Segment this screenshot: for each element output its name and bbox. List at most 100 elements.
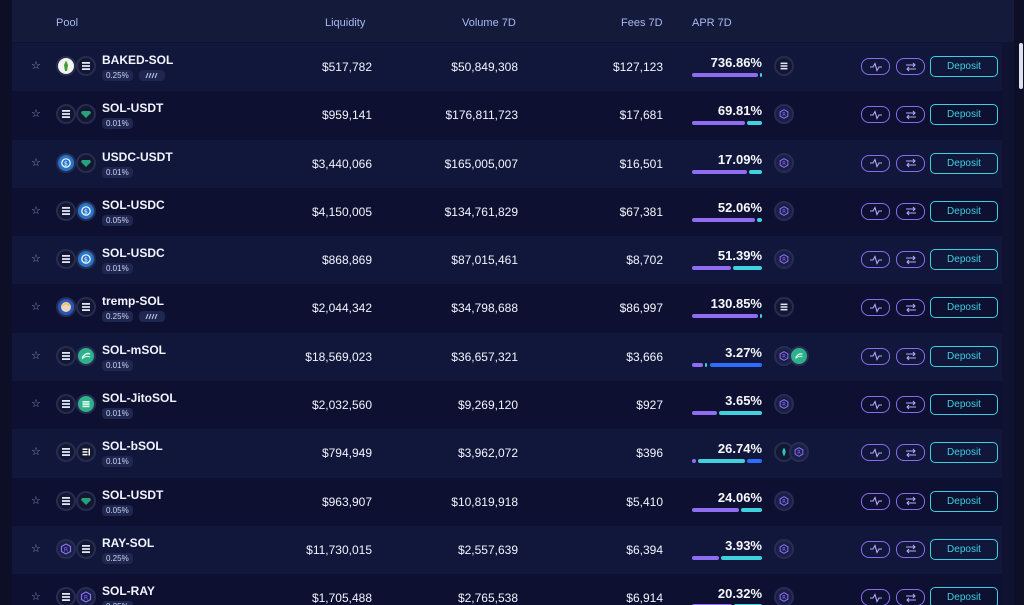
svg-text:R: R	[782, 547, 786, 553]
volume-value: $134,761,829	[444, 204, 518, 219]
apr-breakdown-bar	[692, 459, 762, 464]
star-icon[interactable]: ☆	[31, 156, 41, 169]
header-volume[interactable]: Volume 7D	[462, 17, 516, 29]
swap-button[interactable]	[896, 58, 925, 75]
swap-button[interactable]	[896, 106, 925, 124]
apr-segment	[692, 555, 720, 560]
chart-button[interactable]	[861, 540, 890, 558]
deposit-button[interactable]: Deposit	[930, 442, 998, 464]
chart-button[interactable]	[861, 202, 890, 220]
pool-name: USDC-USDT	[102, 149, 173, 164]
swap-button[interactable]	[896, 492, 925, 510]
deposit-button[interactable]: Deposit	[930, 394, 998, 416]
star-icon[interactable]: ☆	[31, 349, 41, 362]
volume-value: $176,811,723	[445, 108, 518, 123]
volume-value: $50,849,308	[451, 60, 518, 74]
chart-button[interactable]	[861, 347, 890, 365]
volume-value: $2,765,538	[457, 591, 518, 605]
ray-icon: R	[789, 442, 809, 463]
deposit-button[interactable]: Deposit	[930, 538, 998, 560]
chart-button[interactable]	[861, 589, 890, 605]
star-icon[interactable]: ☆	[31, 253, 41, 266]
liquidity-value: $963,907	[321, 494, 372, 509]
table-row[interactable]: ☆ R RAY-SOL 0.25% $11,730,015 $2,557,639 $6,39…	[12, 525, 1002, 575]
star-icon[interactable]: ☆	[31, 204, 41, 217]
deposit-button[interactable]: Deposit	[930, 200, 998, 222]
swap-button[interactable]	[896, 299, 925, 317]
liquidity-value: $3,440,066	[311, 156, 372, 171]
star-icon[interactable]: ☆	[31, 60, 41, 72]
deposit-button[interactable]: Deposit	[930, 56, 998, 77]
table-row[interactable]: ☆ SOL-USDT 0.05% $963,907 $10,819,918 $5,410 2…	[12, 477, 1002, 526]
table-row[interactable]: ☆ $ SOL-USDC 0.01% $868,869 $87,015,461 $8,702…	[12, 236, 1002, 285]
deposit-button[interactable]: Deposit	[930, 249, 998, 271]
chart-button[interactable]	[861, 444, 890, 462]
table-row[interactable]: ☆ SOL-USDT 0.01% $959,141 $176,811,723 $17,68…	[12, 91, 1002, 140]
header-pool[interactable]: Pool	[56, 17, 79, 29]
deposit-button[interactable]: Deposit	[930, 587, 998, 605]
scrollbar[interactable]	[1019, 43, 1023, 89]
chart-button[interactable]	[861, 58, 890, 75]
deposit-button[interactable]: Deposit	[930, 104, 998, 126]
table-row[interactable]: ☆ BAKED-SOL 0.25% $517,782 $50,849,308 $127,1…	[12, 43, 1002, 92]
header-liquidity[interactable]: Liquidity	[325, 17, 366, 29]
svg-text:$: $	[84, 256, 88, 264]
header-apr[interactable]: APR 7D	[692, 17, 732, 29]
swap-button[interactable]	[896, 251, 925, 269]
deposit-button[interactable]: Deposit	[930, 345, 998, 367]
deposit-button[interactable]: Deposit	[930, 152, 998, 174]
svg-text:R: R	[64, 546, 68, 553]
chart-button[interactable]	[861, 106, 890, 124]
swap-button[interactable]	[896, 540, 925, 558]
fees-value: $127,123	[612, 60, 663, 74]
ray-icon: R	[774, 200, 794, 221]
table-row[interactable]: ☆ R SOL-RAY 0.25% $1,705,488 $2,765,538 $6,914…	[12, 574, 1002, 605]
chart-button[interactable]	[861, 492, 890, 510]
table-row[interactable]: ☆ SOL-bSOL 0.01% $794,949 $3,962,072 $396 26.7…	[12, 429, 1002, 478]
msol-icon	[789, 345, 809, 366]
liquidity-value: $959,141	[321, 108, 372, 123]
deposit-button[interactable]: Deposit	[930, 490, 998, 512]
swap-button[interactable]	[896, 444, 925, 462]
ray-icon: R	[774, 152, 794, 173]
usdc-icon: $	[56, 152, 76, 173]
table-header: Pool Liquidity Volume 7D Fees 7D APR 7D	[12, 0, 1014, 42]
ray-icon: R	[56, 538, 76, 559]
apr-segment	[692, 266, 731, 271]
svg-text:R: R	[782, 595, 786, 601]
star-icon[interactable]: ☆	[31, 591, 41, 604]
chart-button[interactable]	[861, 396, 890, 414]
deposit-button[interactable]: Deposit	[930, 297, 998, 319]
table-row[interactable]: ☆ tremp-SOL 0.25% $2,044,342 $34,798,688 $86,…	[12, 284, 1002, 333]
star-icon[interactable]: ☆	[31, 446, 41, 459]
swap-button[interactable]	[896, 589, 925, 605]
swap-button[interactable]	[896, 396, 925, 414]
swap-button[interactable]	[896, 202, 925, 220]
pool-name: RAY-SOL	[102, 535, 155, 550]
pool-table: Pool Liquidity Volume 7D Fees 7D APR 7D …	[12, 0, 1023, 605]
star-icon[interactable]: ☆	[31, 301, 41, 314]
star-icon[interactable]: ☆	[31, 494, 41, 507]
fee-tier-badge: 0.01%	[102, 359, 133, 371]
header-fees[interactable]: Fees 7D	[621, 17, 663, 29]
chart-button[interactable]	[861, 251, 890, 269]
apr-segment	[697, 459, 745, 464]
apr-segment	[759, 73, 762, 77]
star-icon[interactable]: ☆	[31, 398, 41, 411]
star-icon[interactable]: ☆	[31, 542, 41, 555]
star-icon[interactable]: ☆	[31, 108, 41, 121]
volume-value: $87,015,461	[451, 253, 518, 268]
chart-button[interactable]	[861, 154, 890, 172]
ray-icon: R	[76, 587, 96, 605]
swap-button[interactable]	[896, 347, 925, 365]
solana-icon	[56, 200, 76, 221]
fees-value: $927	[636, 398, 663, 413]
volume-value: $2,557,639	[457, 542, 518, 557]
table-row[interactable]: ☆ $ SOL-USDC 0.05% $4,150,005 $134,761,829 $67…	[12, 187, 1002, 237]
table-row[interactable]: ☆ SOL-JitoSOL 0.01% $2,032,560 $9,269,120 $92…	[12, 381, 1002, 430]
table-row[interactable]: ☆ $ USDC-USDT 0.01% $3,440,066 $165,005,007 $1…	[12, 139, 1002, 188]
table-row[interactable]: ☆ SOL-mSOL 0.01% $18,569,023 $36,657,321 $3,6…	[12, 332, 1002, 382]
swap-button[interactable]	[896, 154, 925, 172]
chart-button[interactable]	[861, 299, 890, 317]
fee-tier-badge: 0.01%	[102, 408, 133, 420]
